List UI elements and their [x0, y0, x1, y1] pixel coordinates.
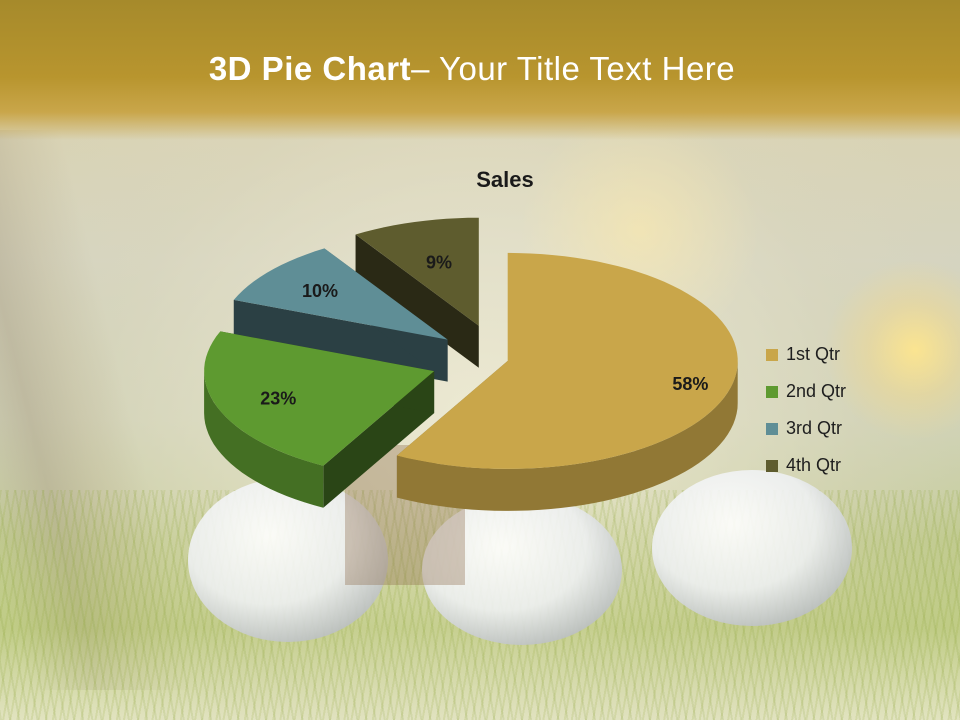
data-label: 10% — [302, 281, 338, 301]
legend-item: 2nd Qtr — [766, 373, 846, 410]
legend-item: 4th Qtr — [766, 447, 846, 484]
legend-swatch — [766, 385, 778, 398]
legend-swatch — [766, 422, 778, 435]
legend: 1st Qtr 2nd Qtr 3rd Qtr 4th Qtr — [766, 336, 846, 484]
legend-label: 3rd Qtr — [786, 418, 843, 438]
legend-swatch — [766, 348, 778, 361]
pie-slice-side — [396, 360, 738, 511]
golf-ball — [422, 495, 622, 645]
legend-label: 1st Qtr — [786, 344, 841, 364]
pie-slice-4 — [355, 217, 479, 368]
legend-label: 4th Qtr — [786, 455, 842, 475]
data-label: 58% — [672, 374, 708, 394]
golf-ball — [188, 478, 388, 642]
pie-slice-top — [233, 248, 448, 340]
legend-swatch — [766, 459, 778, 472]
data-label: 9% — [426, 252, 452, 272]
pie-slice-side — [204, 371, 324, 508]
data-label: 23% — [260, 389, 296, 409]
pie-slice-2 — [204, 331, 435, 508]
legend-label: 2nd Qtr — [786, 381, 847, 401]
pie-slice-wall — [233, 299, 448, 382]
pie-slice-3 — [233, 248, 448, 382]
slide-title-rest: – Your Title Text Here — [411, 50, 736, 87]
title-bar — [0, 0, 960, 140]
pie-slice-top — [396, 252, 738, 469]
slide-title-bold: 3D Pie Chart — [208, 50, 412, 87]
pie-slice-wall — [355, 234, 479, 368]
legend-item: 1st Qtr — [766, 336, 846, 373]
pie-slice-1 — [396, 252, 738, 511]
pie-slice-top — [355, 217, 479, 326]
golf-ball — [652, 470, 852, 626]
pie-slice-top — [204, 331, 435, 466]
slide-title: 3D Pie Chart– Your Title Text Here — [0, 50, 944, 88]
legend-item: 3rd Qtr — [766, 410, 846, 447]
chart-title: Sales — [476, 167, 534, 192]
